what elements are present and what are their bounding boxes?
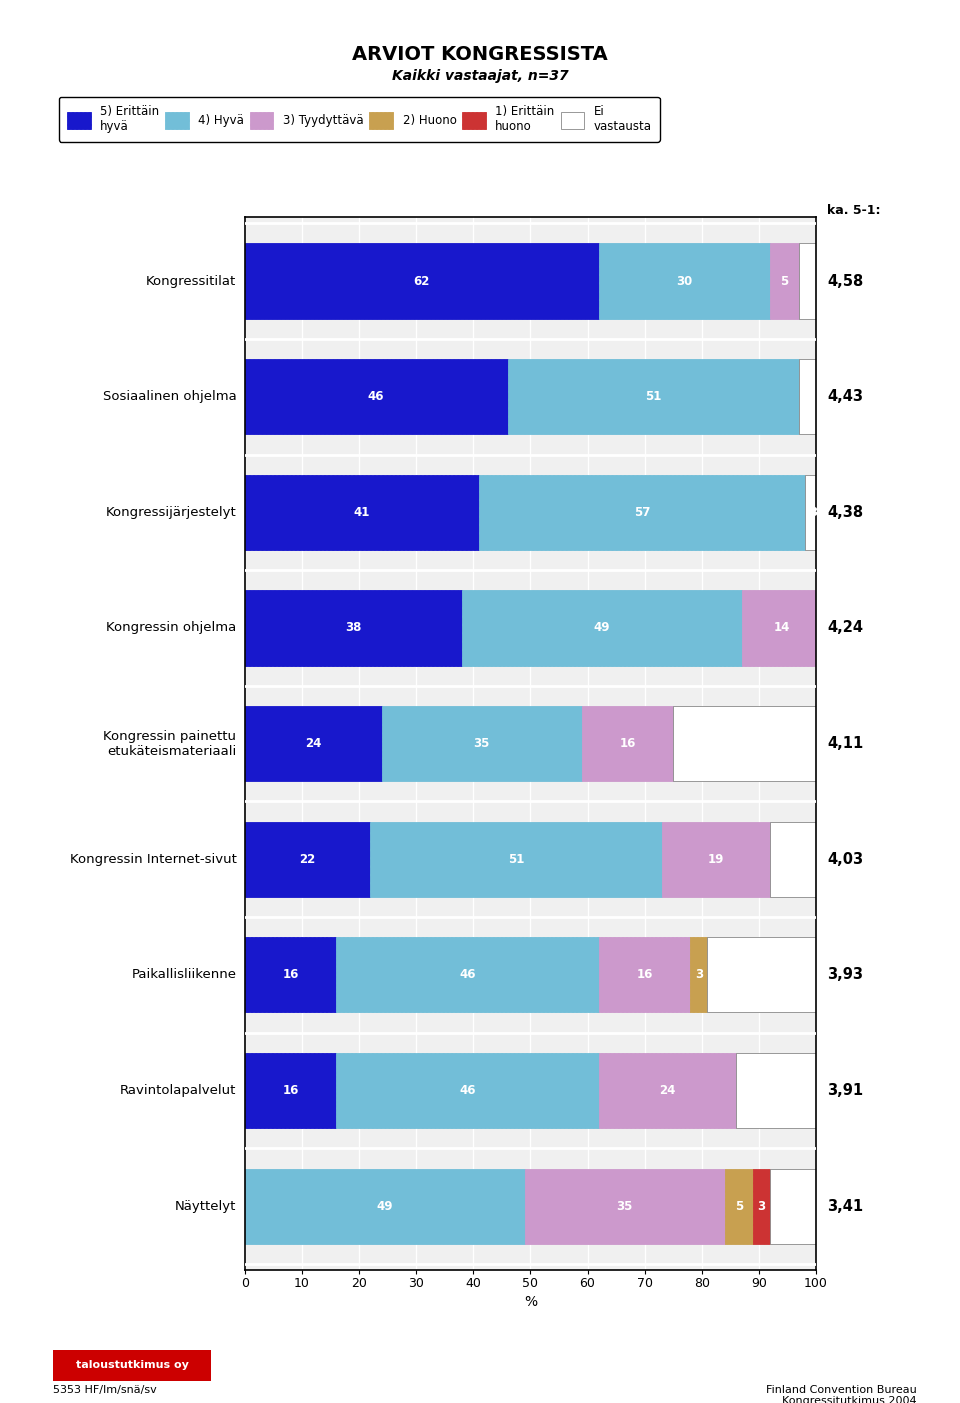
Text: 35: 35 — [616, 1200, 633, 1212]
Text: Finland Convention Bureau
Kongressitutkimus 2004
Towards Sustainable Futures -
T: Finland Convention Bureau Kongressitutki… — [723, 1385, 917, 1403]
Text: 46: 46 — [368, 390, 384, 403]
Text: 4,24: 4,24 — [828, 620, 863, 636]
Text: 51: 51 — [645, 390, 661, 403]
Bar — [336, 937, 599, 1013]
Bar — [582, 706, 673, 781]
Text: 4,58: 4,58 — [828, 274, 864, 289]
Bar — [673, 706, 816, 781]
Bar — [736, 1052, 816, 1128]
Bar — [525, 1169, 725, 1243]
Bar — [245, 244, 599, 318]
Text: 46: 46 — [459, 968, 476, 981]
Text: 16: 16 — [636, 968, 653, 981]
Text: 3: 3 — [695, 968, 703, 981]
Text: 49: 49 — [593, 622, 610, 634]
Bar — [754, 1169, 770, 1243]
Text: 24: 24 — [305, 737, 322, 751]
Bar — [799, 244, 816, 318]
Bar — [599, 1052, 736, 1128]
Text: ka. 5-1:: ka. 5-1: — [828, 205, 881, 217]
Text: 16: 16 — [282, 1085, 299, 1097]
Bar — [599, 937, 690, 1013]
Bar — [599, 244, 770, 318]
Text: 35: 35 — [473, 737, 490, 751]
Text: 46: 46 — [459, 1085, 476, 1097]
Bar — [770, 244, 799, 318]
Bar — [770, 822, 816, 897]
Text: 57: 57 — [634, 506, 650, 519]
Text: taloustutkimus oy: taloustutkimus oy — [76, 1360, 188, 1371]
Text: 38: 38 — [346, 622, 362, 634]
Text: 41: 41 — [353, 506, 371, 519]
Text: Kaikki vastaajat, n=37: Kaikki vastaajat, n=37 — [392, 69, 568, 83]
Text: 24: 24 — [660, 1085, 676, 1097]
Bar — [661, 822, 770, 897]
Text: 3: 3 — [804, 390, 811, 403]
Text: 30: 30 — [677, 275, 693, 288]
Bar — [479, 474, 804, 550]
Bar — [708, 937, 816, 1013]
Bar — [690, 937, 708, 1013]
Text: 3,93: 3,93 — [828, 967, 863, 982]
Bar — [804, 474, 822, 550]
Bar — [245, 1169, 525, 1243]
Text: 19: 19 — [708, 853, 724, 866]
Legend: 5) Erittäin
hyvä, 4) Hyvä, 3) Tyydyttävä, 2) Huono, 1) Erittäin
huono, Ei
vastau: 5) Erittäin hyvä, 4) Hyvä, 3) Tyydyttävä… — [59, 97, 660, 142]
Text: 16: 16 — [282, 968, 299, 981]
Text: 3,91: 3,91 — [828, 1083, 864, 1099]
Bar — [245, 359, 508, 435]
Bar — [245, 1052, 336, 1128]
Text: 5353 HF/Im/snä/sv: 5353 HF/Im/snä/sv — [53, 1385, 156, 1395]
Text: 3,41: 3,41 — [828, 1198, 864, 1214]
Bar — [245, 937, 336, 1013]
Text: 22: 22 — [300, 853, 316, 866]
X-axis label: %: % — [524, 1295, 537, 1309]
Text: 5: 5 — [780, 275, 789, 288]
Text: ARVIOT KONGRESSISTA: ARVIOT KONGRESSISTA — [352, 45, 608, 65]
Bar — [245, 822, 371, 897]
Text: 4,38: 4,38 — [828, 505, 864, 521]
Text: 51: 51 — [508, 853, 524, 866]
Bar — [462, 591, 742, 665]
Bar — [245, 474, 479, 550]
Bar — [742, 591, 822, 665]
Bar — [799, 359, 816, 435]
Text: 4,03: 4,03 — [828, 852, 864, 867]
Text: 62: 62 — [414, 275, 430, 288]
Bar — [725, 1169, 754, 1243]
Bar — [382, 706, 582, 781]
Bar — [336, 1052, 599, 1128]
Text: 16: 16 — [619, 737, 636, 751]
Text: 14: 14 — [774, 622, 790, 634]
Bar — [245, 591, 462, 665]
Text: 5: 5 — [734, 1200, 743, 1212]
Text: 49: 49 — [376, 1200, 393, 1212]
Bar — [770, 1169, 816, 1243]
Text: 4,43: 4,43 — [828, 389, 863, 404]
Bar — [508, 359, 799, 435]
Bar — [371, 822, 661, 897]
Text: 4,11: 4,11 — [828, 737, 864, 751]
Bar — [245, 706, 382, 781]
Text: 3: 3 — [809, 506, 817, 519]
Text: 3: 3 — [757, 1200, 766, 1212]
